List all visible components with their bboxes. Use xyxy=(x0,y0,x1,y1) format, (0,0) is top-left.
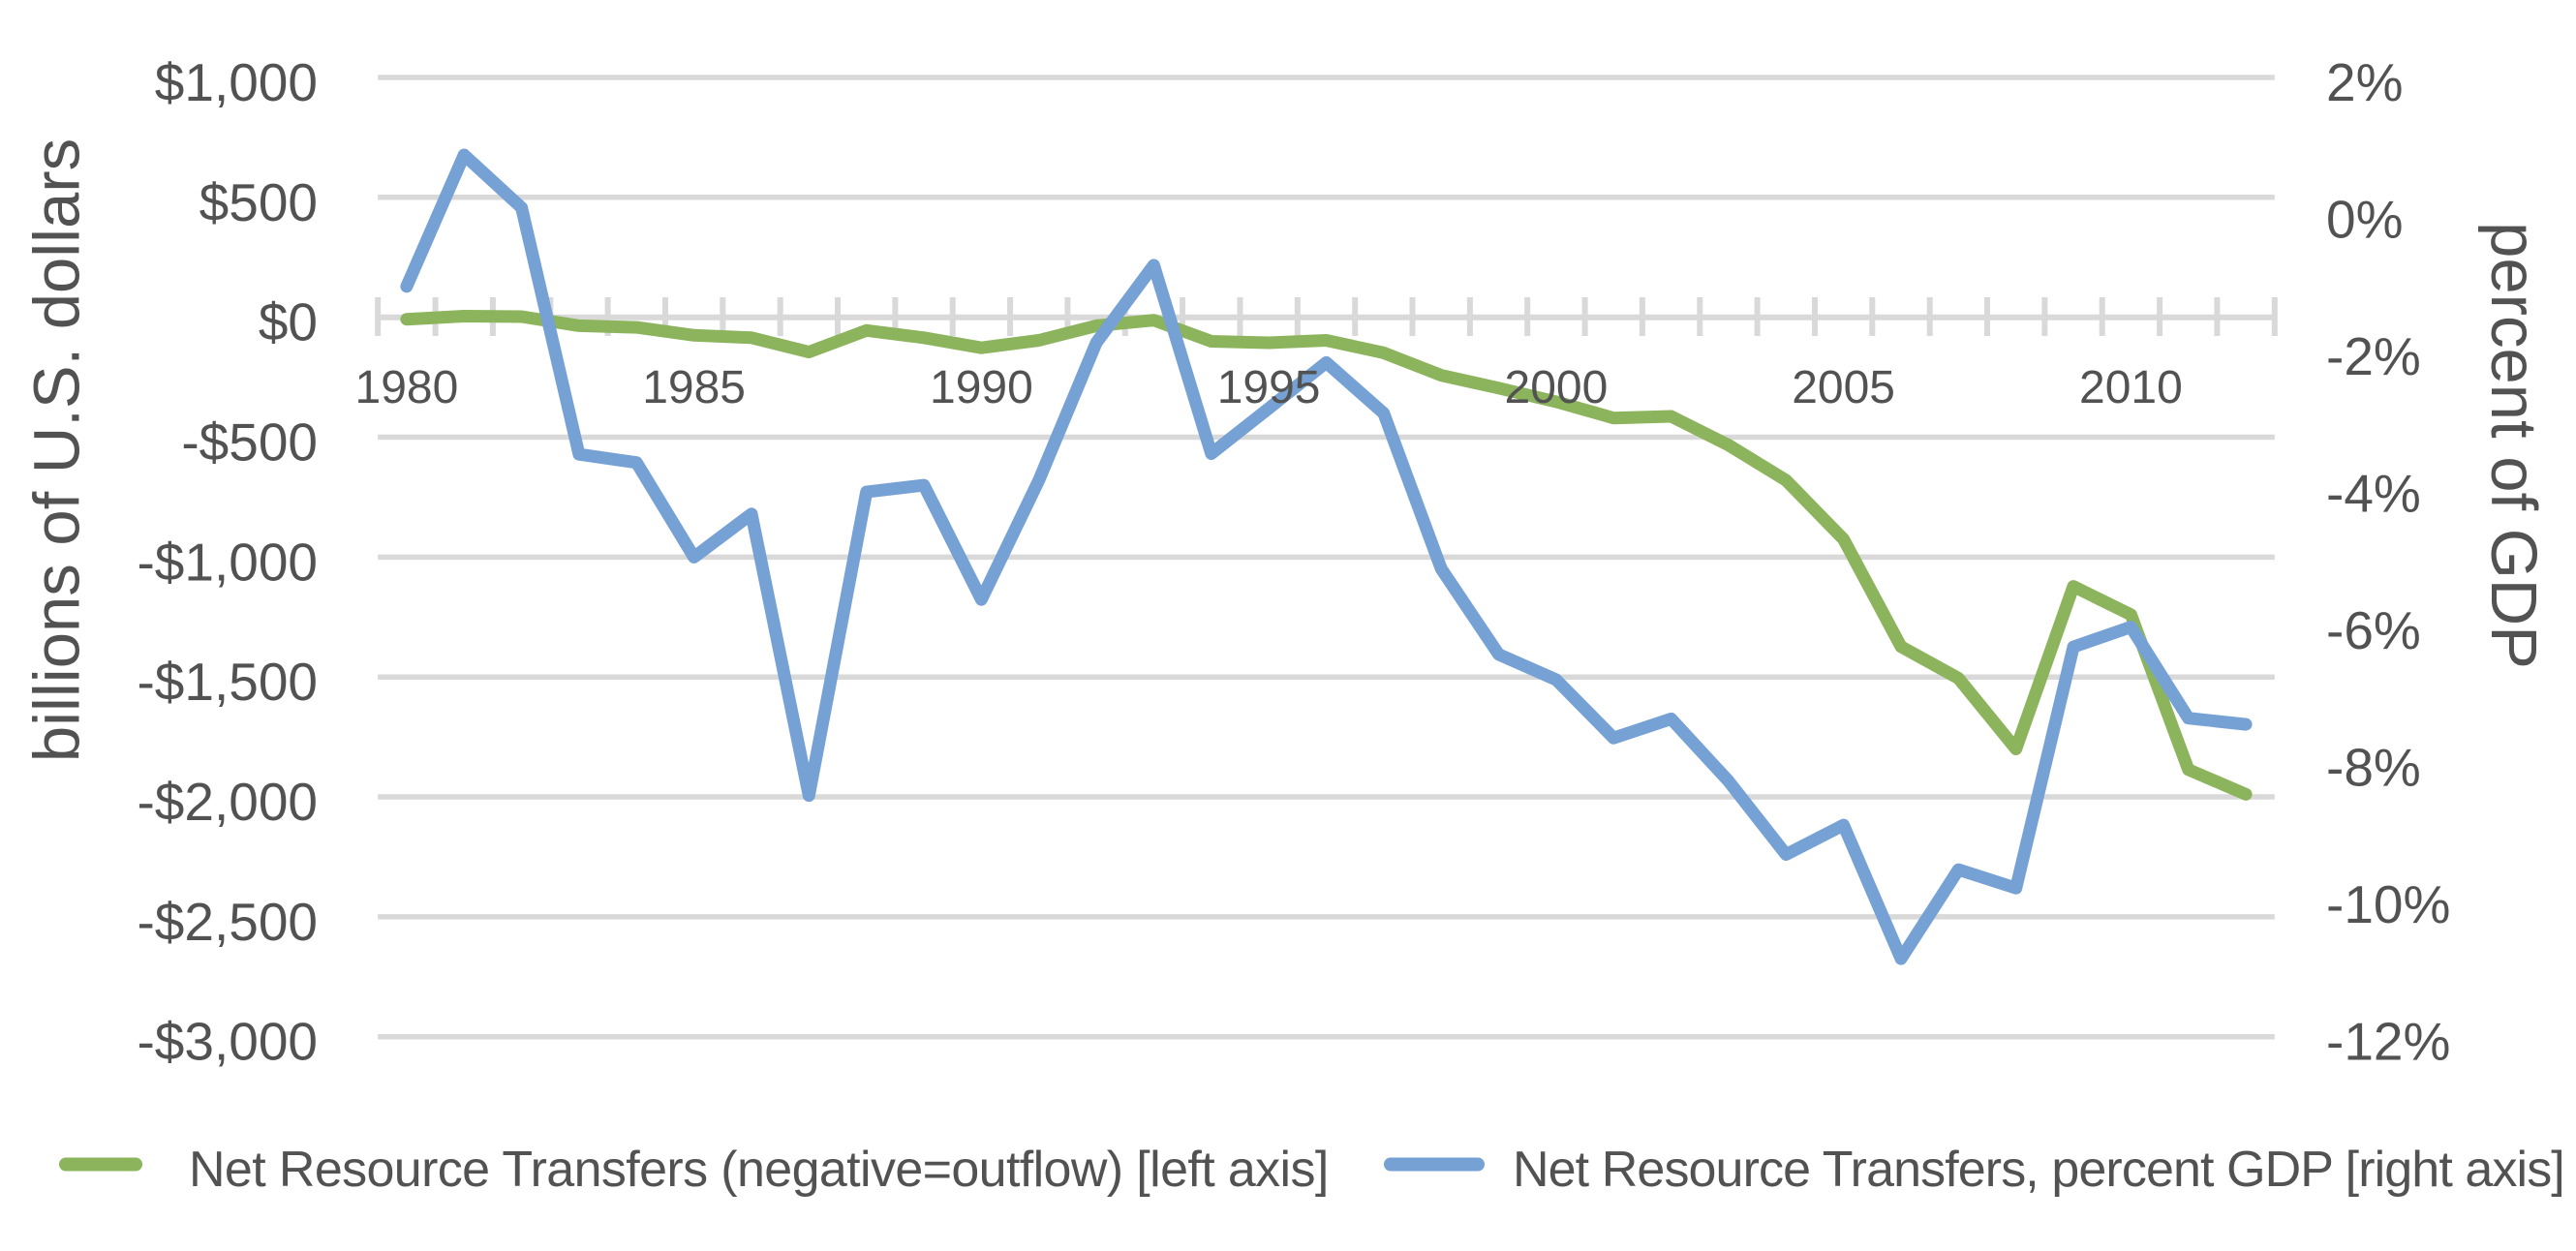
svg-text:$1,000: $1,000 xyxy=(155,52,318,112)
svg-text:Net Resource Transfers, percen: Net Resource Transfers, percent GDP [rig… xyxy=(1513,1142,2564,1198)
svg-text:billions of U.S. dollars: billions of U.S. dollars xyxy=(21,138,94,762)
svg-text:-$500: -$500 xyxy=(181,412,318,473)
svg-text:1985: 1985 xyxy=(642,362,746,413)
svg-text:-$2,500: -$2,500 xyxy=(137,892,318,952)
svg-text:-10%: -10% xyxy=(2326,874,2450,934)
svg-text:1990: 1990 xyxy=(930,362,1033,413)
svg-text:1995: 1995 xyxy=(1217,362,1321,413)
svg-text:-$2,000: -$2,000 xyxy=(137,772,318,832)
svg-text:2000: 2000 xyxy=(1505,362,1609,413)
svg-text:$500: $500 xyxy=(199,172,318,232)
svg-text:2005: 2005 xyxy=(1792,362,1895,413)
svg-text:Net Resource Transfers (negati: Net Resource Transfers (negative=outflow… xyxy=(189,1142,1329,1198)
svg-text:-$1,000: -$1,000 xyxy=(137,532,318,592)
svg-text:-6%: -6% xyxy=(2326,600,2421,660)
svg-text:0%: 0% xyxy=(2326,190,2404,250)
svg-text:-$1,500: -$1,500 xyxy=(137,652,318,712)
svg-text:1980: 1980 xyxy=(355,362,459,413)
svg-text:-8%: -8% xyxy=(2326,738,2421,798)
svg-text:2010: 2010 xyxy=(2079,362,2183,413)
svg-text:$0: $0 xyxy=(259,292,318,352)
svg-text:-12%: -12% xyxy=(2326,1012,2450,1072)
svg-text:percent of GDP: percent of GDP xyxy=(2477,222,2550,669)
svg-text:2%: 2% xyxy=(2326,52,2404,112)
svg-text:-2%: -2% xyxy=(2326,326,2421,386)
svg-text:-$3,000: -$3,000 xyxy=(137,1012,318,1072)
svg-text:-4%: -4% xyxy=(2326,464,2421,524)
